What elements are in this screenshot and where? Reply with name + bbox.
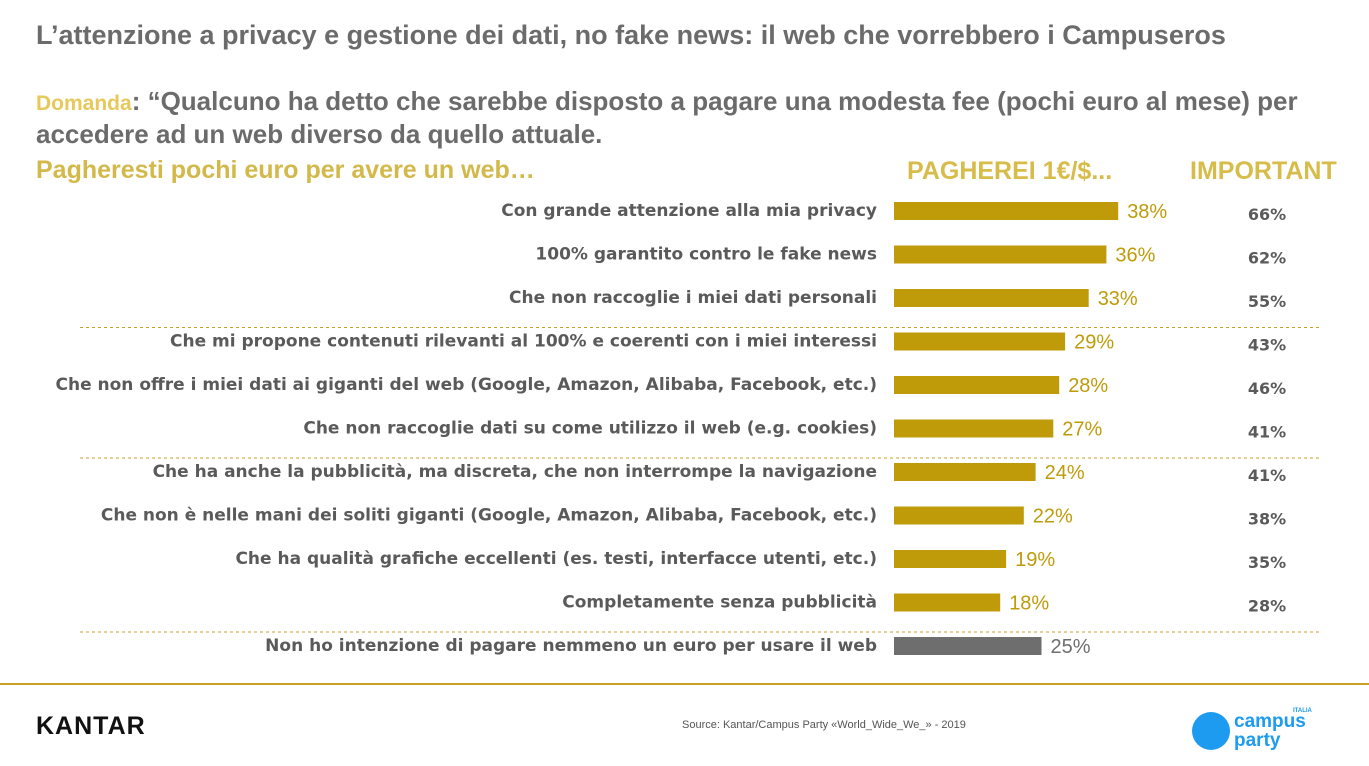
data-label: 22% — [1033, 506, 1073, 528]
question-label: Domanda — [36, 92, 132, 115]
data-label: 38% — [1127, 201, 1167, 223]
important-label: 35% — [1248, 553, 1286, 572]
bar — [894, 550, 1007, 568]
category-label: Che non raccoglie i miei dati personali — [509, 288, 877, 308]
bar-chart: Con grande attenzione alla mia privacy 38… — [56, 201, 1320, 658]
bar — [894, 463, 1036, 481]
data-label: 18% — [1009, 593, 1049, 615]
important-label: 66% — [1248, 205, 1286, 224]
category-label: Che non offre i miei dati ai giganti del… — [56, 375, 878, 395]
category-label: Che ha anche la pubblicità, ma discreta,… — [153, 462, 877, 482]
sub-question: Pagheresti pochi euro per avere un web… — [36, 156, 535, 184]
kantar-logo: KANTAR — [36, 712, 146, 740]
bar — [894, 245, 1107, 264]
bar — [894, 202, 1119, 220]
category-label: Che mi propone contenuti rilevanti al 10… — [170, 332, 877, 352]
data-label: 33% — [1098, 288, 1138, 310]
category-label: Completamente senza pubblicità — [562, 593, 877, 613]
important-label: 62% — [1248, 249, 1286, 268]
important-label: 41% — [1248, 423, 1286, 442]
data-label: 36% — [1115, 245, 1155, 267]
important-label: 55% — [1248, 292, 1286, 311]
important-label: 43% — [1248, 336, 1286, 355]
category-label: Che non raccoglie dati su come utilizzo … — [303, 419, 877, 439]
footer-divider — [0, 683, 1369, 685]
question-text: Domanda: “Qualcuno ha detto che sarebbe … — [36, 86, 1326, 150]
important-label: 46% — [1248, 379, 1286, 398]
pay-column-header: PAGHEREI 1€/$... — [907, 157, 1113, 185]
bar — [894, 419, 1054, 438]
bar — [894, 289, 1089, 307]
category-label: Con grande attenzione alla mia privacy — [501, 201, 877, 221]
important-label: 28% — [1248, 597, 1286, 616]
bar — [894, 332, 1066, 351]
data-label: 27% — [1062, 419, 1102, 441]
bar — [894, 637, 1042, 655]
campus-party-italia: ITALIA — [1293, 708, 1312, 714]
data-label: 24% — [1045, 462, 1085, 484]
question-body: : “Qualcuno ha detto che sarebbe dispost… — [36, 86, 1298, 149]
category-label: 100% garantito contro le fake news — [535, 245, 877, 265]
campus-party-wordmark: campus party — [1234, 711, 1306, 751]
bar — [894, 506, 1024, 525]
page-title: L’attenzione a privacy e gestione dei da… — [36, 20, 1226, 50]
category-label: Che ha qualità grafiche eccellenti (es. … — [235, 549, 877, 569]
important-column-header: IMPORTANT — [1190, 157, 1337, 185]
campus-party-circle-icon — [1192, 712, 1230, 750]
category-label: Che non è nelle mani dei soliti giganti … — [101, 506, 877, 526]
data-label: 28% — [1068, 375, 1108, 397]
data-label: 19% — [1015, 549, 1055, 571]
campus-party-logo: campus party ITALIA — [1192, 706, 1322, 756]
category-label: Non ho intenzione di pagare nemmeno un e… — [265, 636, 877, 656]
important-label: 38% — [1248, 510, 1286, 529]
source-note: Source: Kantar/Campus Party «World_Wide_… — [682, 719, 966, 731]
data-label: 29% — [1074, 332, 1114, 354]
data-label: 25% — [1051, 636, 1091, 658]
bar — [894, 593, 1001, 612]
bar — [894, 376, 1060, 394]
important-label: 41% — [1248, 466, 1286, 485]
